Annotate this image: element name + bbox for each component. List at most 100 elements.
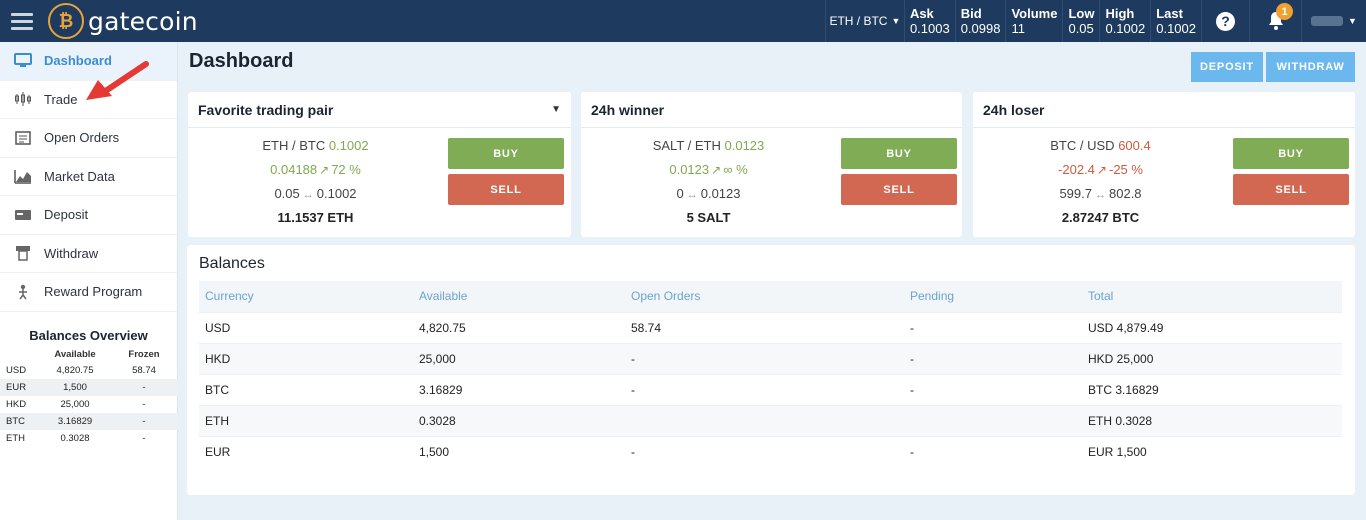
table-row: HKD 25,000 - - HKD 25,000 [199,342,1342,374]
table-row: ETH 0.3028 - [0,430,178,447]
table-row: ETH 0.3028 ETH 0.3028 [199,404,1342,436]
user-menu[interactable]: ▼ [1302,0,1366,42]
monitor-icon [14,52,32,69]
card-header: Favorite trading pair ▼ [188,92,571,128]
pair-high: 0.1002 [316,186,357,201]
table-row: BTC 3.16829 - [0,412,178,430]
column-header: Available [54,348,96,360]
available-cell: 3.16829 [413,373,625,405]
frozen-cell: 58.74 [132,364,156,376]
card-title: 24h winner [591,101,665,118]
column-header[interactable]: Currency [199,281,413,312]
open-orders-cell: 58.74 [625,311,904,343]
card-header: 24h winner [581,92,962,128]
pair-price: 0.0123 [724,138,765,153]
deposit-button[interactable]: DEPOSIT [1191,52,1263,82]
total-cell: BTC 3.16829 [1082,373,1342,405]
available-cell: 1,500 [40,378,110,396]
available-cell: 0.3028 [413,404,625,436]
sell-button[interactable]: SELL [448,174,564,205]
ticker-value: 0.1003 [909,21,950,36]
currency-cell: BTC [199,373,413,405]
deposit-card-icon [14,207,32,223]
column-header[interactable]: Available [413,281,625,312]
logo[interactable]: ₿ gatecoin [44,0,198,42]
favorite-pair-card: Favorite trading pair ▼ ETH / BTC 0.1002… [188,92,571,237]
notification-badge: 1 [1276,3,1293,20]
top-bar: ₿ gatecoin ETH / BTC ▼ Ask 0.1003 Bid 0.… [0,0,1366,42]
open-orders-icon [14,130,32,146]
pair-volume: 11.1537 ETH [277,210,354,225]
ticker-value: 0.1002 [1156,21,1196,36]
pair-high: 802.8 [1109,186,1142,201]
range-arrows-icon: ↔ [1095,189,1106,201]
pending-cell [904,404,1082,436]
sell-button[interactable]: SELL [841,174,957,205]
frozen-cell: - [110,412,178,430]
open-orders-cell [625,404,904,436]
sidebar-item-open-orders[interactable]: Open Orders [0,119,177,158]
pair-name: SALT / ETH [652,138,721,153]
buy-button[interactable]: BUY [841,138,957,169]
gatecoin-logo-icon: ₿ [48,3,84,39]
hamburger-menu-icon[interactable] [0,0,44,42]
help-button[interactable]: ? [1202,0,1250,42]
sidebar-item-reward-program[interactable]: Reward Program [0,273,177,312]
column-header[interactable]: Total [1082,281,1342,312]
caret-down-icon: ▼ [1348,16,1357,26]
sidebar-item-label: Deposit [44,207,89,223]
table-row: BTC 3.16829 - - BTC 3.16829 [199,373,1342,405]
sidebar-item-label: Open Orders [44,130,120,146]
pending-cell: - [904,373,1082,405]
withdraw-button[interactable]: WITHDRAW [1266,52,1355,82]
ticker-high: High 0.1002 [1100,0,1152,42]
currency-cell: USD [6,364,27,376]
ticker-ask: Ask 0.1003 [905,0,956,42]
sidebar-item-trade[interactable]: Trade [0,81,177,119]
pair-change: 0.0123 [669,162,710,177]
main-content: Dashboard DEPOSIT WITHDRAW Favorite trad… [178,42,1366,520]
buy-button[interactable]: BUY [448,138,564,169]
available-cell: 25,000 [413,342,625,374]
sidebar-item-withdraw[interactable]: Withdraw [0,235,177,273]
table-header: Available Frozen [0,347,178,362]
sidebar-item-label: Market Data [44,168,115,184]
trend-up-icon: ↗ [711,163,722,177]
ticker-label: Low [1068,6,1095,21]
ticker-label: Bid [960,6,982,21]
open-orders-cell: - [625,373,904,405]
ticker-volume: Volume 11 [1006,0,1064,42]
sidebar-item-label: Dashboard [44,53,112,69]
table-row: USD 4,820.75 58.74 - USD 4,879.49 [199,311,1342,343]
sell-button[interactable]: SELL [1233,174,1349,205]
chart-area-icon [14,168,32,184]
column-header[interactable]: Pending [904,281,1082,312]
currency-cell: BTC [0,412,40,430]
table-row: EUR 1,500 - [0,378,178,396]
available-cell: 0.3028 [60,432,90,444]
caret-down-icon[interactable]: ▼ [551,104,561,115]
pair-selector[interactable]: ETH / BTC ▼ [824,0,905,42]
balances-panel: Balances Currency Available Open Orders … [187,245,1355,495]
currency-cell: EUR [0,378,40,396]
logo-text: gatecoin [88,6,198,36]
table-row: USD 4,820.75 58.74 [0,362,178,379]
open-orders-cell: - [625,435,904,467]
open-orders-cell: - [625,342,904,374]
sidebar-item-dashboard[interactable]: Dashboard [0,42,177,81]
buy-button[interactable]: BUY [1233,138,1349,169]
currency-cell: HKD [6,398,27,410]
card-body: BTC / USD 600.4 -202.4 ↗ -25 % 599.7 ↔ 802.8… [973,128,1355,237]
sidebar-item-deposit[interactable]: Deposit [0,196,177,235]
available-cell: 4,820.75 [56,364,94,376]
pair-change-pct: 72 % [331,162,361,177]
trade-candles-icon [14,91,32,107]
pending-cell: - [904,342,1082,374]
notifications-button[interactable]: 1 [1250,0,1302,42]
ticker-value: 11 [1011,21,1025,36]
balances-overview-table: Available Frozen USD 4,820.75 58.74 EUR … [0,347,178,447]
range-arrows-icon: ↔ [302,189,314,201]
ticker-last: Last 0.1002 [1151,0,1202,42]
column-header[interactable]: Open Orders [625,281,904,312]
sidebar-item-market-data[interactable]: Market Data [0,158,177,196]
